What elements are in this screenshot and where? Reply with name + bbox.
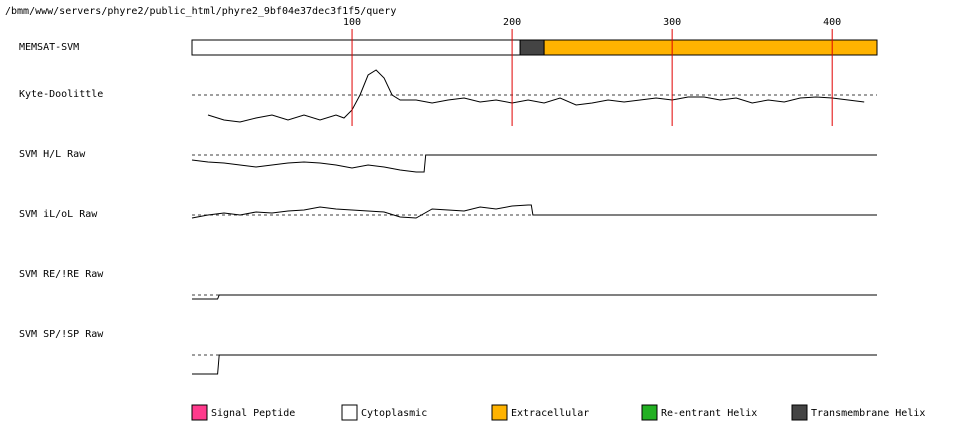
trace [191,204,877,219]
track-label: Kyte-Doolittle [19,89,103,100]
legend-label: Cytoplasmic [361,408,427,419]
trace [207,69,865,123]
legend-swatch [791,404,808,421]
x-tick-label: 200 [503,17,521,28]
x-tick-label: 300 [663,17,681,28]
legend-label: Re-entrant Helix [661,408,757,419]
trace [192,354,877,375]
legend-swatch [641,404,658,421]
legend-label: Transmembrane Helix [811,408,925,419]
segment [519,39,545,56]
trace [191,154,877,173]
segment [191,39,521,56]
track-label: SVM RE/!RE Raw [19,269,104,280]
legend-label: Extracellular [511,408,589,419]
x-tick-label: 100 [343,17,361,28]
legend-swatch [341,404,358,421]
segment [543,39,878,56]
legend-swatch [491,404,508,421]
legend-swatch [191,404,208,421]
track-label: SVM iL/oL Raw [19,209,98,220]
track-label: SVM H/L Raw [19,149,86,160]
track-label: MEMSAT-SVM [19,42,79,53]
legend-label: Signal Peptide [211,408,295,419]
x-tick-label: 400 [823,17,841,28]
trace [192,294,877,300]
track-label: SVM SP/!SP Raw [19,329,104,340]
path-label: /bmm/www/servers/phyre2/public_html/phyr… [5,6,396,17]
